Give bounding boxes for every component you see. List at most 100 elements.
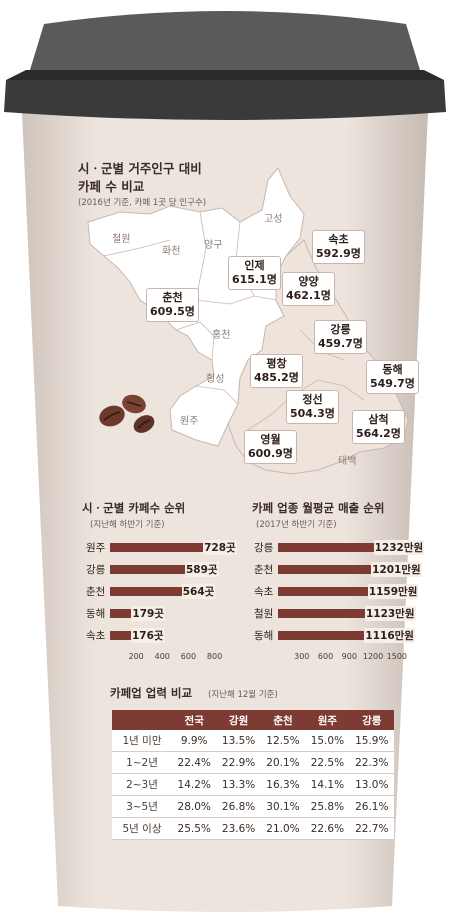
x-tick-label: 600 [317, 652, 334, 661]
table-row: 5년 이상 25.5% 23.6% 21.0% 22.6% 22.7% [112, 817, 394, 840]
table-cell: 14.1% [305, 773, 350, 796]
map-stat-city: 강릉 [330, 323, 351, 336]
x-tick-label: 400 [154, 652, 170, 661]
map-stat-box: 양양 462.1명 [282, 272, 335, 306]
bar [110, 609, 134, 618]
bar [110, 565, 187, 574]
table-col-header: 전국 [172, 710, 217, 730]
x-tick-label: 300 [294, 652, 310, 661]
bar-category-label: 동해 [254, 630, 274, 642]
map-stat-box: 동해 549.7명 [366, 360, 419, 394]
table-row: 3~5년 28.0% 26.8% 30.1% 25.8% 26.1% [112, 795, 394, 818]
chart1-subtitle: (지난해 하반기 기준) [90, 520, 165, 530]
map-city-label: 철원 [112, 234, 131, 245]
table-cell: 22.6% [305, 817, 350, 840]
map-city-label: 홍천 [212, 330, 231, 341]
table-cell: 22.7% [349, 817, 394, 840]
bar-value-label: 1232만원 [373, 540, 425, 555]
table-cell: 30.1% [260, 795, 306, 818]
table-subtitle: (지난해 12월 기준) [208, 690, 278, 700]
map-stat-value: 592.9명 [316, 247, 361, 260]
map-stat-city: 인제 [244, 259, 265, 272]
bar-category-label: 동해 [86, 608, 106, 620]
x-tick-label: 900 [341, 652, 357, 661]
map-stat-box: 영월 600.9명 [244, 430, 297, 464]
bar-value-label: 1123만원 [364, 606, 416, 621]
map-stat-value: 609.5명 [150, 305, 195, 318]
map-stat-value: 459.7명 [318, 337, 363, 350]
map-stat-value: 549.7명 [370, 377, 415, 390]
table-col-header: 원주 [305, 710, 350, 730]
table-cell: 13.5% [216, 730, 261, 752]
bar-category-label: 강릉 [86, 564, 106, 576]
bar [110, 631, 133, 640]
map-stat-city: 평창 [266, 357, 287, 370]
map-stat-box: 강릉 459.7명 [314, 320, 367, 354]
map-stat-city: 영월 [260, 433, 281, 446]
map-title-line1: 시ㆍ군별 거주인구 대비 [78, 161, 202, 176]
table-title: 카페업 업력 비교 [110, 686, 193, 700]
table-cell: 13.3% [216, 773, 261, 796]
map-stat-city: 양양 [298, 275, 319, 288]
map-stat-value: 564.2명 [356, 427, 401, 440]
coffee-beans-icon [99, 394, 155, 433]
map-stat-value: 504.3명 [290, 407, 335, 420]
bar [278, 587, 370, 596]
table-cell: 26.8% [216, 795, 261, 818]
bar [278, 609, 367, 618]
map-stat-box: 속초 592.9명 [312, 230, 365, 264]
bar-value-label: 728곳 [203, 540, 237, 555]
map-city-label: 횡성 [206, 374, 225, 385]
map-stat-box: 인제 615.1명 [228, 256, 281, 290]
table-cell: 20.1% [260, 751, 306, 774]
bar-value-label: 589곳 [184, 562, 219, 577]
bar-value-label: 1201만원 [371, 562, 422, 577]
bar-category-label: 철원 [254, 608, 274, 620]
cup-lid-top [30, 11, 420, 70]
bar-value-label: 1116만원 [364, 628, 415, 643]
bar-value-label: 564곳 [181, 584, 216, 599]
bar-category-label: 강릉 [254, 542, 274, 554]
map-city-label: 태백 [338, 456, 357, 467]
bar-value-label: 1159만원 [367, 584, 419, 599]
bar-category-label: 속초 [254, 586, 274, 598]
map-stat-box: 삼척 564.2명 [352, 410, 405, 444]
business-age-table: 전국 강원 춘천 원주 강릉 1년 미만 9.9% 13.5% 12.5% 15… [112, 710, 394, 840]
table-cell: 22.4% [172, 751, 217, 774]
bar-value-label: 179곳 [131, 606, 165, 621]
table-cell: 26.1% [349, 795, 394, 818]
map-stat-city: 정선 [302, 393, 323, 406]
table-cell: 9.9% [172, 730, 217, 752]
table-cell: 23.6% [216, 817, 261, 840]
bar [278, 543, 376, 552]
table-row-label: 5년 이상 [112, 817, 172, 840]
table-col-header: 강원 [216, 710, 261, 730]
map-stat-box: 평창 485.2명 [250, 354, 303, 388]
bar [110, 587, 184, 596]
map-stat-value: 600.9명 [248, 447, 293, 460]
map-stat-box: 춘천 609.5명 [146, 288, 199, 322]
bar-category-label: 춘천 [254, 564, 274, 576]
map-city-label: 양구 [204, 240, 223, 251]
x-tick-label: 600 [180, 652, 197, 661]
table-row: 1~2년 22.4% 22.9% 20.1% 22.5% 22.3% [112, 751, 394, 774]
bar [278, 565, 374, 574]
table-row: 1년 미만 9.9% 13.5% 12.5% 15.0% 15.9% [112, 730, 394, 752]
map-title-line2: 카페 수 비교 [78, 179, 145, 194]
table-cell: 25.8% [305, 795, 350, 818]
table-col-header: 춘천 [260, 710, 306, 730]
table-cell: 22.9% [216, 751, 261, 774]
map-stat-city: 속초 [328, 233, 349, 246]
bar-category-label: 춘천 [86, 586, 106, 598]
table-col-header: 강릉 [349, 710, 394, 730]
chart2-subtitle: (2017년 하반기 기준) [256, 520, 337, 530]
map-stat-value: 615.1명 [232, 273, 277, 286]
table-cell: 21.0% [260, 817, 306, 840]
table-cell: 28.0% [172, 795, 217, 818]
map-stat-box: 정선 504.3명 [286, 390, 339, 424]
x-tick-label: 800 [206, 652, 223, 661]
cup-lid-rim [4, 71, 446, 120]
chart1-title: 시ㆍ군별 카페수 순위 [82, 501, 186, 515]
table-header-row: 전국 강원 춘천 원주 강릉 [112, 710, 394, 730]
table-cell: 22.3% [349, 751, 394, 774]
